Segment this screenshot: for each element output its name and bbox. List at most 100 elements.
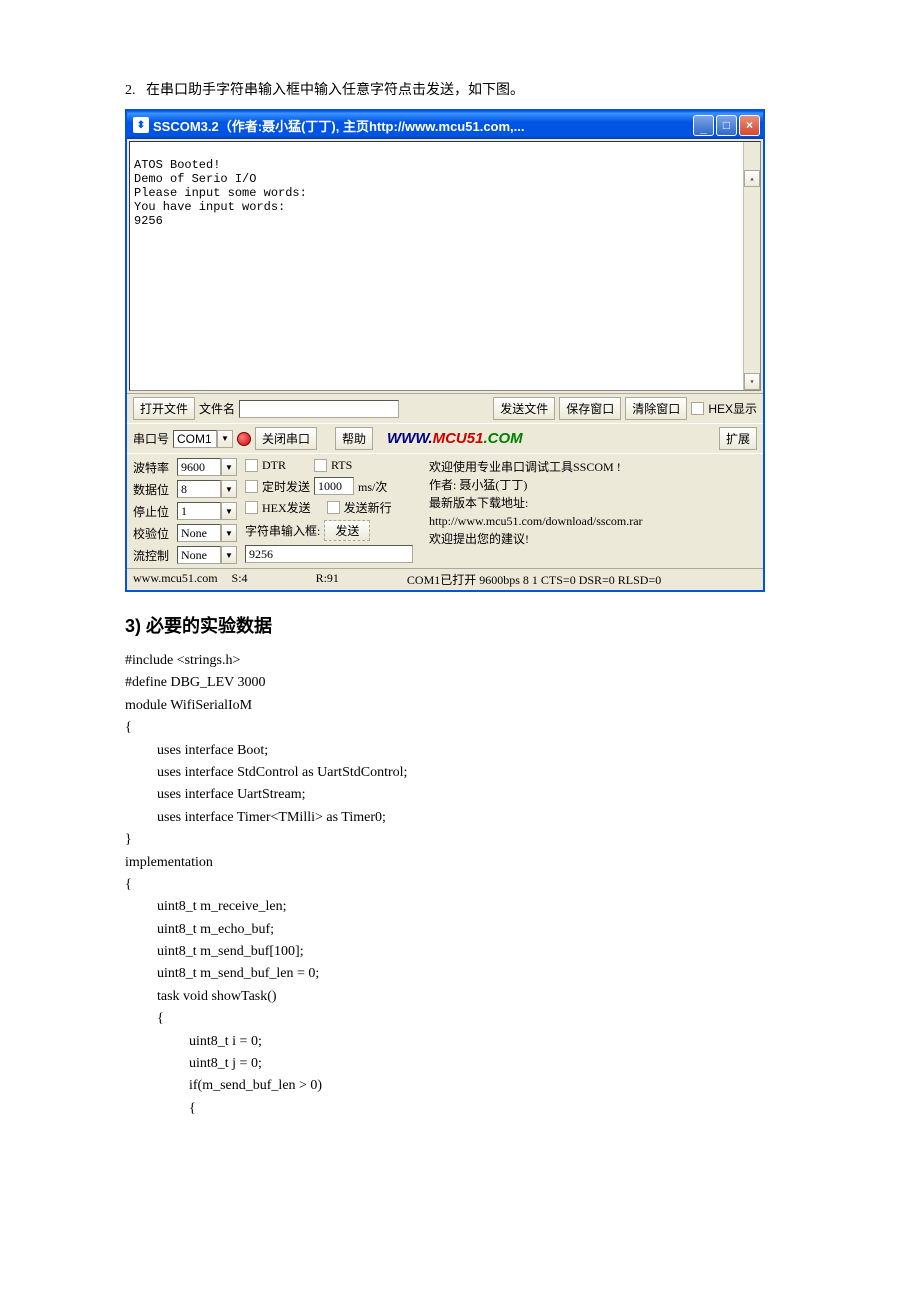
- code-line: uint8_t i = 0;: [125, 1031, 795, 1053]
- maximize-button[interactable]: □: [716, 115, 737, 136]
- code-line: uint8_t m_send_buf_len = 0;: [125, 963, 795, 985]
- code-line: uint8_t m_send_buf[100];: [125, 941, 795, 963]
- data-label: 数据位: [133, 481, 173, 498]
- rts-checkbox[interactable]: [314, 459, 327, 472]
- statusbar: www.mcu51.com S:4 R:91 COM1已打开 9600bps 8…: [127, 568, 763, 590]
- app-icon: ⬍: [133, 117, 149, 133]
- chevron-down-icon[interactable]: ▼: [221, 524, 237, 542]
- timed-send-checkbox[interactable]: [245, 480, 258, 493]
- code-block: #include <strings.h> #define DBG_LEV 300…: [125, 650, 795, 1120]
- doc-step: 2. 在串口助手字符串输入框中输入任意字符点击发送，如下图。: [125, 80, 795, 101]
- port-combo[interactable]: COM1 ▼: [173, 430, 233, 448]
- interval-input[interactable]: [314, 477, 354, 495]
- code-line: uint8_t m_echo_buf;: [125, 919, 795, 941]
- scroll-up-icon[interactable]: ▴: [744, 170, 760, 187]
- website-url: WWW.MCU51.COM: [387, 430, 523, 447]
- console-line: Please input some words:: [134, 186, 307, 200]
- code-line: uint8_t j = 0;: [125, 1053, 795, 1075]
- save-window-button[interactable]: 保存窗口: [559, 397, 621, 420]
- code-line: }: [125, 829, 795, 851]
- send-newline-label: 发送新行: [344, 499, 392, 516]
- console-output[interactable]: ATOS Booted! Demo of Serio I/O Please in…: [129, 141, 761, 391]
- info-line: 欢迎使用专业串口调试工具SSCOM !: [429, 458, 757, 476]
- stop-label: 停止位: [133, 503, 173, 520]
- expand-button[interactable]: 扩展: [719, 427, 757, 450]
- info-line: 欢迎提出您的建议!: [429, 530, 757, 548]
- status-url: www.mcu51.com: [133, 571, 218, 588]
- string-input[interactable]: [245, 545, 413, 563]
- send-button[interactable]: 发送: [324, 520, 370, 541]
- code-line: task void showTask(): [125, 986, 795, 1008]
- titlebar[interactable]: ⬍ SSCOM3.2（作者:聂小猛(丁丁), 主页http://www.mcu5…: [127, 111, 763, 139]
- code-line: uint8_t m_receive_len;: [125, 896, 795, 918]
- scrollbar[interactable]: ▴ ▾: [743, 142, 760, 390]
- hex-display-checkbox[interactable]: [691, 402, 704, 415]
- chevron-down-icon[interactable]: ▼: [221, 502, 237, 520]
- sscom-window: ⬍ SSCOM3.2（作者:聂小猛(丁丁), 主页http://www.mcu5…: [125, 109, 765, 592]
- console-line: ATOS Booted!: [134, 158, 220, 172]
- info-line: 作者: 聂小猛(丁丁): [429, 476, 757, 494]
- baud-label: 波特率: [133, 459, 173, 476]
- info-line: 最新版本下载地址:: [429, 494, 757, 512]
- flow-label: 流控制: [133, 547, 173, 564]
- dtr-label: DTR: [262, 458, 286, 473]
- timed-send-label: 定时发送: [262, 478, 310, 495]
- code-line: uses interface StdControl as UartStdCont…: [125, 762, 795, 784]
- step-text: 在串口助手字符串输入框中输入任意字符点击发送，如下图。: [146, 83, 524, 98]
- send-file-button[interactable]: 发送文件: [493, 397, 555, 420]
- send-newline-checkbox[interactable]: [327, 501, 340, 514]
- code-line: uses interface UartStream;: [125, 784, 795, 806]
- code-line: implementation: [125, 852, 795, 874]
- section-heading: 3) 必要的实验数据: [125, 612, 795, 638]
- close-port-button[interactable]: 关闭串口: [255, 427, 317, 450]
- parity-label: 校验位: [133, 525, 173, 542]
- chevron-down-icon[interactable]: ▼: [221, 546, 237, 564]
- dtr-checkbox[interactable]: [245, 459, 258, 472]
- code-line: if(m_send_buf_len > 0): [125, 1075, 795, 1097]
- code-line: uses interface Timer<TMilli> as Timer0;: [125, 807, 795, 829]
- chevron-down-icon[interactable]: ▼: [221, 458, 237, 476]
- close-button[interactable]: ×: [739, 115, 760, 136]
- info-panel: 欢迎使用专业串口调试工具SSCOM ! 作者: 聂小猛(丁丁) 最新版本下载地址…: [421, 458, 757, 564]
- console-line: You have input words:: [134, 200, 285, 214]
- info-line: http://www.mcu51.com/download/sscom.rar: [429, 512, 757, 530]
- filename-input[interactable]: [239, 400, 399, 418]
- chevron-down-icon[interactable]: ▼: [217, 430, 233, 448]
- settings-panel: 波特率 9600▼ 数据位 8▼ 停止位 1▼ 校验位 None▼ 流控制 No…: [127, 453, 763, 568]
- code-line: {: [125, 874, 795, 896]
- step-num: 2.: [125, 83, 136, 98]
- rts-label: RTS: [331, 458, 352, 473]
- filename-label: 文件名: [199, 400, 235, 417]
- toolbar1: 打开文件 文件名 发送文件 保存窗口 清除窗口 HEX显示: [127, 393, 763, 423]
- hex-send-label: HEX发送: [262, 499, 311, 516]
- input-label: 字符串输入框:: [245, 522, 320, 539]
- code-line: #define DBG_LEV 3000: [125, 672, 795, 694]
- console-line: 9256: [134, 214, 163, 228]
- code-line: #include <strings.h>: [125, 650, 795, 672]
- flow-combo[interactable]: None▼: [177, 546, 237, 564]
- baud-combo[interactable]: 9600▼: [177, 458, 237, 476]
- send-settings: DTR RTS 定时发送 ms/次 HEX发送 发送新行 字符串输入框: 发送: [245, 458, 413, 564]
- chevron-down-icon[interactable]: ▼: [221, 480, 237, 498]
- hex-send-checkbox[interactable]: [245, 501, 258, 514]
- scroll-down-icon[interactable]: ▾: [744, 373, 760, 390]
- code-line: module WifiSerialIoM: [125, 695, 795, 717]
- console-wrap: ATOS Booted! Demo of Serio I/O Please in…: [127, 139, 763, 393]
- port-settings: 波特率 9600▼ 数据位 8▼ 停止位 1▼ 校验位 None▼ 流控制 No…: [133, 458, 237, 564]
- code-line: {: [125, 717, 795, 739]
- open-file-button[interactable]: 打开文件: [133, 397, 195, 420]
- status-com: COM1已打开 9600bps 8 1 CTS=0 DSR=0 RLSD=0: [407, 571, 661, 588]
- help-button[interactable]: 帮助: [335, 427, 373, 450]
- status-indicator-icon: [237, 432, 251, 446]
- port-value: COM1: [173, 430, 217, 448]
- minimize-button[interactable]: _: [693, 115, 714, 136]
- data-combo[interactable]: 8▼: [177, 480, 237, 498]
- stop-combo[interactable]: 1▼: [177, 502, 237, 520]
- parity-combo[interactable]: None▼: [177, 524, 237, 542]
- clear-window-button[interactable]: 清除窗口: [625, 397, 687, 420]
- interval-unit: ms/次: [358, 478, 387, 495]
- code-line: uses interface Boot;: [125, 740, 795, 762]
- status-r: R:91: [316, 571, 339, 588]
- port-label: 串口号: [133, 430, 169, 447]
- hex-display-label: HEX显示: [708, 400, 757, 417]
